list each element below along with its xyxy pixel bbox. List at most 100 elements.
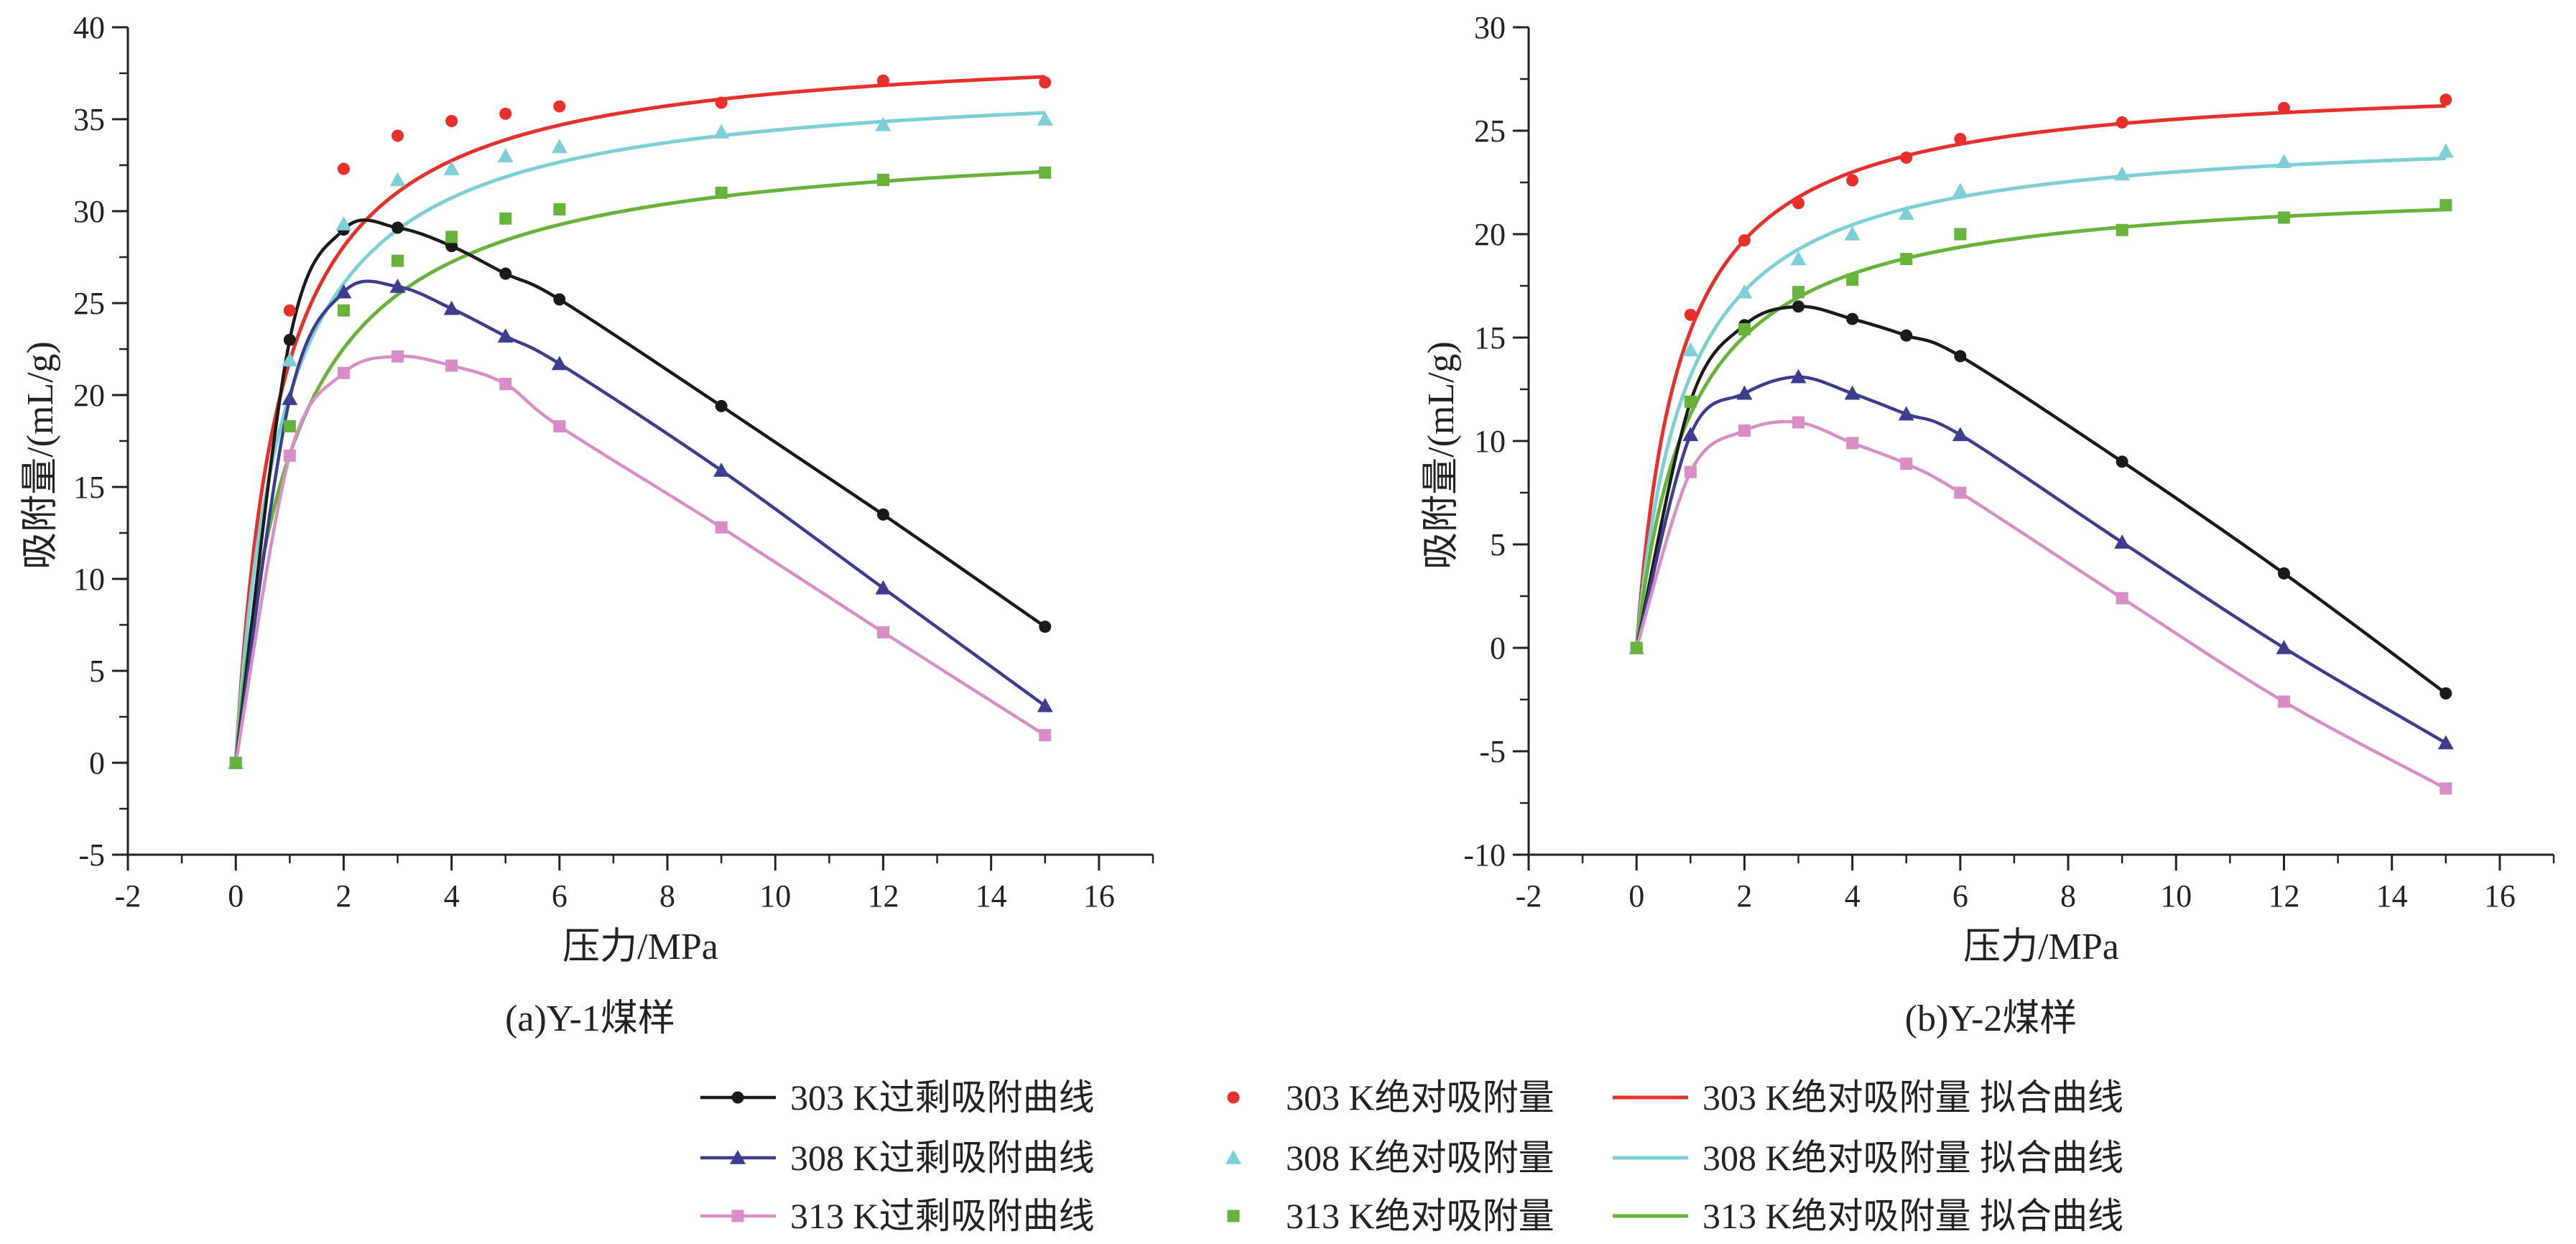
data-point bbox=[1684, 395, 1697, 408]
y-tick-label: 20 bbox=[73, 378, 105, 413]
data-point bbox=[2440, 199, 2452, 212]
legend-item: 303 K绝对吸附量 bbox=[1227, 1077, 1555, 1118]
data-point bbox=[283, 449, 296, 462]
legend-item: 308 K绝对吸附量 bbox=[1226, 1138, 1555, 1178]
chart-caption: (a)Y-1煤样 bbox=[505, 998, 675, 1039]
data-point bbox=[1844, 226, 1861, 241]
data-point bbox=[1846, 312, 1859, 325]
data-point bbox=[389, 278, 406, 293]
y-tick-label: 15 bbox=[1474, 320, 1506, 356]
data-point bbox=[389, 172, 406, 187]
data-point bbox=[2276, 154, 2292, 168]
data-point bbox=[1954, 486, 1967, 499]
y-tick-label: 30 bbox=[1474, 10, 1506, 45]
data-point bbox=[1952, 182, 1968, 198]
data-point bbox=[445, 231, 458, 243]
data-point bbox=[1846, 437, 1859, 450]
x-tick-label: -2 bbox=[115, 878, 142, 914]
legend-label: 313 K绝对吸附量 bbox=[1286, 1196, 1555, 1236]
data-point bbox=[551, 356, 567, 371]
data-point bbox=[337, 366, 350, 379]
data-point bbox=[1682, 427, 1699, 442]
data-point bbox=[499, 267, 512, 280]
legend-item: 308 K过剩吸附曲线 bbox=[700, 1138, 1095, 1178]
y-tick-label: 20 bbox=[1474, 217, 1506, 252]
data-point bbox=[1898, 406, 1914, 421]
y-tick-label: 10 bbox=[73, 562, 105, 597]
legend-label: 308 K绝对吸附量 bbox=[1286, 1138, 1555, 1178]
y-tick-label: 15 bbox=[73, 470, 105, 505]
y-axis-title: 吸附量/(mL/g) bbox=[1421, 341, 1462, 570]
data-point bbox=[1900, 253, 1913, 266]
legend-label: 303 K绝对吸附量 拟合曲线 bbox=[1702, 1077, 2123, 1118]
data-point bbox=[1738, 234, 1751, 247]
data-point bbox=[2276, 640, 2292, 654]
data-point bbox=[1900, 151, 1913, 164]
legend-marker-swatch bbox=[731, 1210, 744, 1222]
x-tick-label: 0 bbox=[1628, 878, 1644, 914]
series-line bbox=[1635, 305, 2447, 695]
data-point bbox=[1037, 111, 1053, 126]
fit-curve bbox=[1634, 103, 2446, 649]
data-point bbox=[2437, 143, 2454, 158]
data-point bbox=[2116, 223, 2128, 236]
data-point bbox=[1684, 465, 1697, 478]
data-point bbox=[1039, 166, 1052, 179]
data-point bbox=[445, 115, 458, 128]
x-tick-label: 4 bbox=[444, 878, 460, 914]
data-point bbox=[392, 221, 404, 234]
data-point bbox=[2277, 211, 2290, 224]
data-point bbox=[2277, 567, 2290, 580]
fit-curve bbox=[233, 75, 1045, 763]
data-point bbox=[1039, 76, 1052, 89]
x-tick-label: 14 bbox=[976, 878, 1007, 914]
data-point bbox=[876, 173, 889, 186]
data-point bbox=[1039, 729, 1052, 742]
data-point bbox=[1900, 458, 1913, 470]
data-point bbox=[2116, 116, 2128, 129]
data-point bbox=[283, 420, 296, 433]
y-tick-label: 5 bbox=[1490, 527, 1506, 562]
data-point bbox=[1682, 342, 1699, 357]
data-point bbox=[335, 284, 352, 299]
data-point bbox=[715, 399, 728, 412]
y-tick-label: 0 bbox=[89, 746, 105, 781]
legend-label: 308 K绝对吸附量 拟合曲线 bbox=[1702, 1138, 2123, 1178]
data-point bbox=[1792, 197, 1805, 210]
chart-panel-b: -2 0 2 4 6 8 10 12 14 16 -10 -5 0 5 10 15 20 25 30 压力/MPa 吸附… bbox=[1421, 10, 2555, 1039]
x-tick-label: 10 bbox=[2160, 878, 2192, 914]
data-point bbox=[875, 116, 891, 131]
data-point bbox=[715, 186, 728, 199]
data-point bbox=[1736, 284, 1753, 299]
data-point bbox=[499, 212, 512, 225]
x-tick-label: 6 bbox=[552, 878, 567, 914]
data-point bbox=[553, 100, 566, 113]
fit-curve bbox=[233, 170, 1045, 763]
data-point bbox=[2440, 93, 2452, 106]
data-point bbox=[713, 124, 730, 139]
x-tick-label: 6 bbox=[1952, 878, 1968, 914]
data-point bbox=[553, 420, 566, 433]
x-tick-label: 2 bbox=[335, 878, 351, 914]
x-tick-label: -2 bbox=[1516, 878, 1542, 914]
data-point bbox=[1846, 174, 1859, 187]
x-axis-title: 压力/MPa bbox=[562, 927, 718, 967]
data-point bbox=[1738, 322, 1751, 335]
data-point bbox=[443, 161, 460, 175]
legend-label: 308 K过剩吸附曲线 bbox=[790, 1138, 1095, 1178]
chart-panel-a: -2 0 2 4 6 8 10 12 14 16 -5 0 5 10 15 20 25 30 35 40 压力/MPa 吸… bbox=[20, 10, 1154, 1039]
series-line bbox=[1635, 419, 2447, 790]
x-tick-label: 14 bbox=[2376, 878, 2408, 914]
chart-caption: (b)Y-2煤样 bbox=[1905, 998, 2077, 1039]
data-point bbox=[2114, 166, 2131, 181]
data-point bbox=[715, 521, 728, 534]
legend-label: 303 K过剩吸附曲线 bbox=[790, 1077, 1095, 1118]
legend-item: 313 K绝对吸附量 bbox=[1227, 1196, 1555, 1236]
x-tick-label: 16 bbox=[2484, 878, 2516, 914]
x-axis-title: 压力/MPa bbox=[1963, 927, 2119, 967]
fit-curve bbox=[1634, 156, 2446, 649]
series-line bbox=[233, 218, 1047, 763]
legend-label: 313 K绝对吸附量 拟合曲线 bbox=[1702, 1196, 2123, 1236]
data-point bbox=[229, 756, 242, 769]
legend-item: 313 K绝对吸附量 拟合曲线 bbox=[1613, 1196, 2123, 1236]
